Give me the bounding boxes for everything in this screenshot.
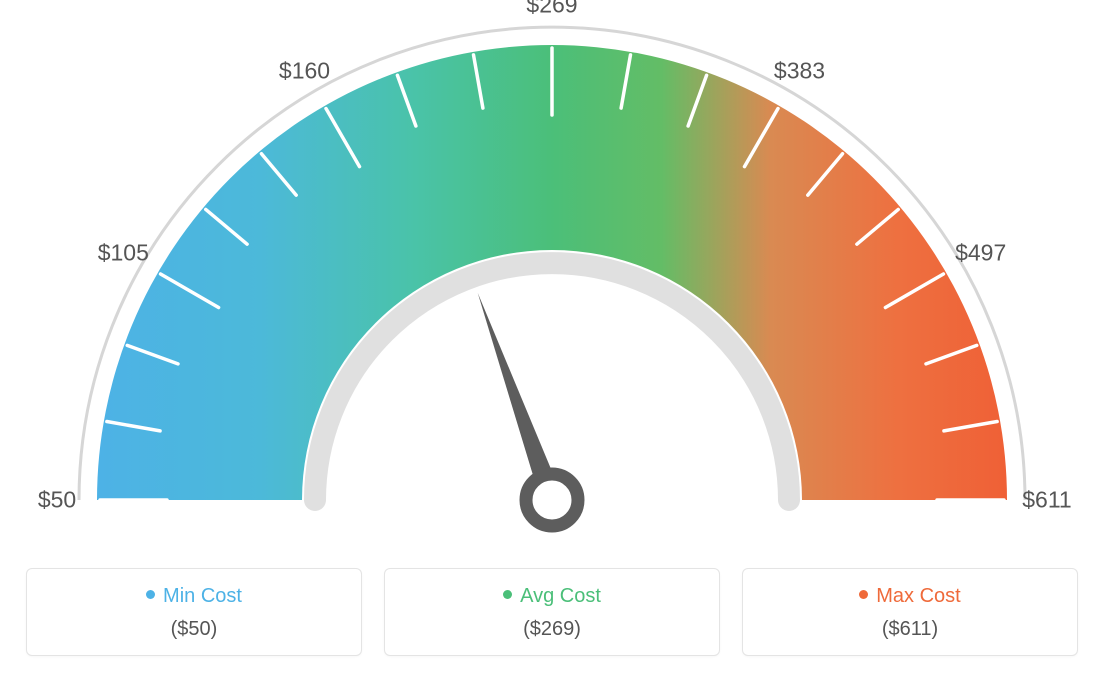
tick-label: $497	[955, 239, 1006, 266]
tick-label: $105	[98, 239, 149, 266]
gauge-area: $50 $105 $160 $269 $383 $497 $611	[0, 0, 1104, 560]
tick-label: $160	[279, 58, 330, 85]
legend-card-avg: Avg Cost ($269)	[384, 568, 720, 656]
legend-title-max: Max Cost	[743, 585, 1077, 608]
legend-card-max: Max Cost ($611)	[742, 568, 1078, 656]
gauge-svg	[0, 0, 1104, 560]
legend-title-avg: Avg Cost	[385, 585, 719, 608]
legend-value-min: ($50)	[27, 618, 361, 641]
legend-dot-max	[859, 590, 868, 599]
legend-row: Min Cost ($50) Avg Cost ($269) Max Cost …	[0, 568, 1104, 656]
tick-label: $383	[774, 58, 825, 85]
legend-card-min: Min Cost ($50)	[26, 568, 362, 656]
legend-dot-min	[146, 590, 155, 599]
tick-label: $269	[526, 0, 577, 19]
tick-label: $50	[38, 487, 76, 514]
legend-title-text-min: Min Cost	[163, 585, 242, 607]
legend-value-max: ($611)	[743, 618, 1077, 641]
legend-dot-avg	[503, 590, 512, 599]
legend-title-text-max: Max Cost	[876, 585, 960, 607]
tick-label: $611	[1022, 487, 1071, 514]
legend-title-text-avg: Avg Cost	[520, 585, 601, 607]
cost-gauge-widget: $50 $105 $160 $269 $383 $497 $611 Min Cost ($5…	[0, 0, 1104, 690]
legend-value-avg: ($269)	[385, 618, 719, 641]
legend-title-min: Min Cost	[27, 585, 361, 608]
